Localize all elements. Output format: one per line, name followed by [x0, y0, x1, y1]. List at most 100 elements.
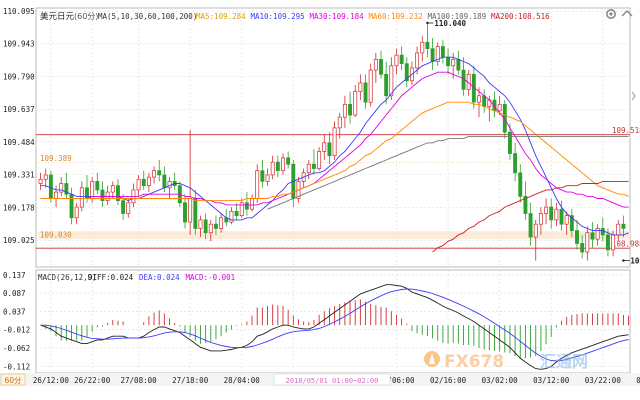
x-tick-label: 03/12:00 — [533, 376, 570, 385]
candle — [115, 179, 120, 205]
side-arrow-icon[interactable] — [631, 91, 636, 101]
candle — [477, 87, 481, 118]
macd-y-tick-label: 0.037 — [3, 308, 26, 317]
crosshair-time-box — [273, 373, 391, 386]
ma-header-value: MA10:109.295 — [251, 12, 305, 21]
candle — [559, 200, 564, 231]
watermark-text-cn: 汇通网 — [540, 352, 588, 371]
ma-line-ma60 — [40, 101, 629, 202]
x-tick-label: 27/08:00 — [121, 376, 158, 385]
ma-header-value: MA100:109.189 — [428, 12, 487, 21]
candlestick-series — [38, 22, 626, 261]
candle — [332, 121, 337, 160]
price-y-tick-label: 110.095 — [3, 7, 35, 16]
candle — [281, 153, 285, 175]
candle — [219, 213, 224, 233]
candle — [384, 61, 389, 105]
candle — [229, 207, 234, 225]
candle — [198, 215, 203, 238]
price-y-tick-label: 109.331 — [3, 171, 35, 180]
macd-y-tick-label: 0.087 — [3, 289, 26, 298]
candle — [141, 170, 146, 190]
candle — [425, 22, 430, 58]
x-tick-label: 28/04:00 — [224, 376, 261, 385]
candle — [420, 35, 425, 62]
candle — [43, 168, 48, 188]
candle — [368, 63, 373, 107]
candle — [379, 50, 383, 79]
macd-spec-label: MACD(26,12,9) — [38, 273, 97, 282]
macd-header-values: DIFF:0.024 DEA:0.024 MACD:-0.001 — [88, 273, 235, 282]
candle — [110, 181, 115, 199]
gear-icon[interactable] — [605, 9, 616, 19]
candle — [544, 198, 549, 225]
macd-header-value: DEA:0.024 — [139, 273, 180, 282]
macd-y-tick-label: -0.012 — [3, 326, 30, 335]
candle — [554, 202, 559, 227]
candle — [239, 198, 244, 218]
x-tick-label: 26/12:00 — [33, 376, 70, 385]
candle — [59, 177, 64, 197]
price-y-tick-label: 109.637 — [3, 105, 35, 114]
candle — [146, 172, 151, 193]
candle — [549, 198, 554, 229]
macd-header: MACD(26,12,9) DIFF:0.024 DEA:0.024 MACD:-0… — [38, 273, 235, 282]
candle — [399, 46, 404, 71]
macd-y-tick-label: 0.137 — [3, 271, 26, 280]
candle — [152, 166, 157, 184]
candle — [435, 42, 440, 66]
collapse-arrow-icon[interactable] — [621, 10, 633, 17]
candle — [48, 170, 53, 203]
ma-header-value: MA60:109.232 — [369, 12, 423, 21]
candle — [585, 226, 590, 261]
candle — [507, 123, 512, 160]
candle — [533, 219, 538, 261]
price-y-tick-label: 109.484 — [3, 138, 35, 147]
candle — [575, 219, 579, 250]
candle — [621, 215, 626, 238]
price-annotations: 110.040 108.930 — [426, 19, 640, 266]
macd-grid — [36, 270, 630, 373]
candle — [528, 202, 533, 246]
candle — [394, 48, 399, 75]
candle — [353, 85, 358, 118]
period-label: (60分) — [74, 12, 98, 21]
macd-histogram — [45, 299, 630, 360]
candle — [513, 142, 518, 182]
candle — [74, 202, 79, 225]
x-tick-label: 02/16:00 — [430, 376, 467, 385]
crosshair-time-label: 2018/05/01 01:00~02:00 — [286, 377, 379, 385]
candle — [404, 57, 409, 88]
candle — [311, 149, 316, 175]
ma-spec-label: MA(5,10,30,60,100,200) — [98, 12, 197, 21]
candle — [358, 74, 363, 101]
candle — [64, 172, 69, 199]
candle — [183, 194, 187, 229]
candle — [286, 151, 291, 169]
candle — [322, 134, 327, 160]
price-y-tick-label: 109.178 — [3, 203, 35, 212]
candle — [342, 95, 347, 128]
price-panel-frame — [35, 7, 631, 268]
candle — [373, 52, 378, 83]
ma-header-values: MA5:109.284 MA10:109.295 MA30:109.184 MA60:… — [196, 12, 550, 21]
candle — [590, 222, 595, 248]
period-badge[interactable] — [0, 373, 26, 386]
watermark-logo: FX678 汇通网 — [424, 351, 588, 372]
candle — [306, 159, 311, 180]
candle — [595, 224, 600, 246]
annotation-dot — [622, 259, 625, 262]
candle — [363, 74, 368, 109]
price-header: 美元日元 (60分) MA(5,10,30,60,100,200) MA5:10… — [40, 11, 550, 22]
price-y-tick-label: 109.943 — [3, 40, 35, 49]
watermark-text: FX678 — [444, 352, 504, 372]
candle — [203, 213, 208, 240]
candle — [497, 95, 502, 116]
x-tick-label: 04/08:00 — [636, 376, 640, 385]
macd-header-value: MACD:-0.001 — [186, 273, 236, 282]
ma-line-ma30 — [40, 71, 629, 208]
candle — [38, 172, 43, 190]
ma-line-ma200 — [432, 180, 629, 253]
macd-lines — [40, 284, 629, 370]
